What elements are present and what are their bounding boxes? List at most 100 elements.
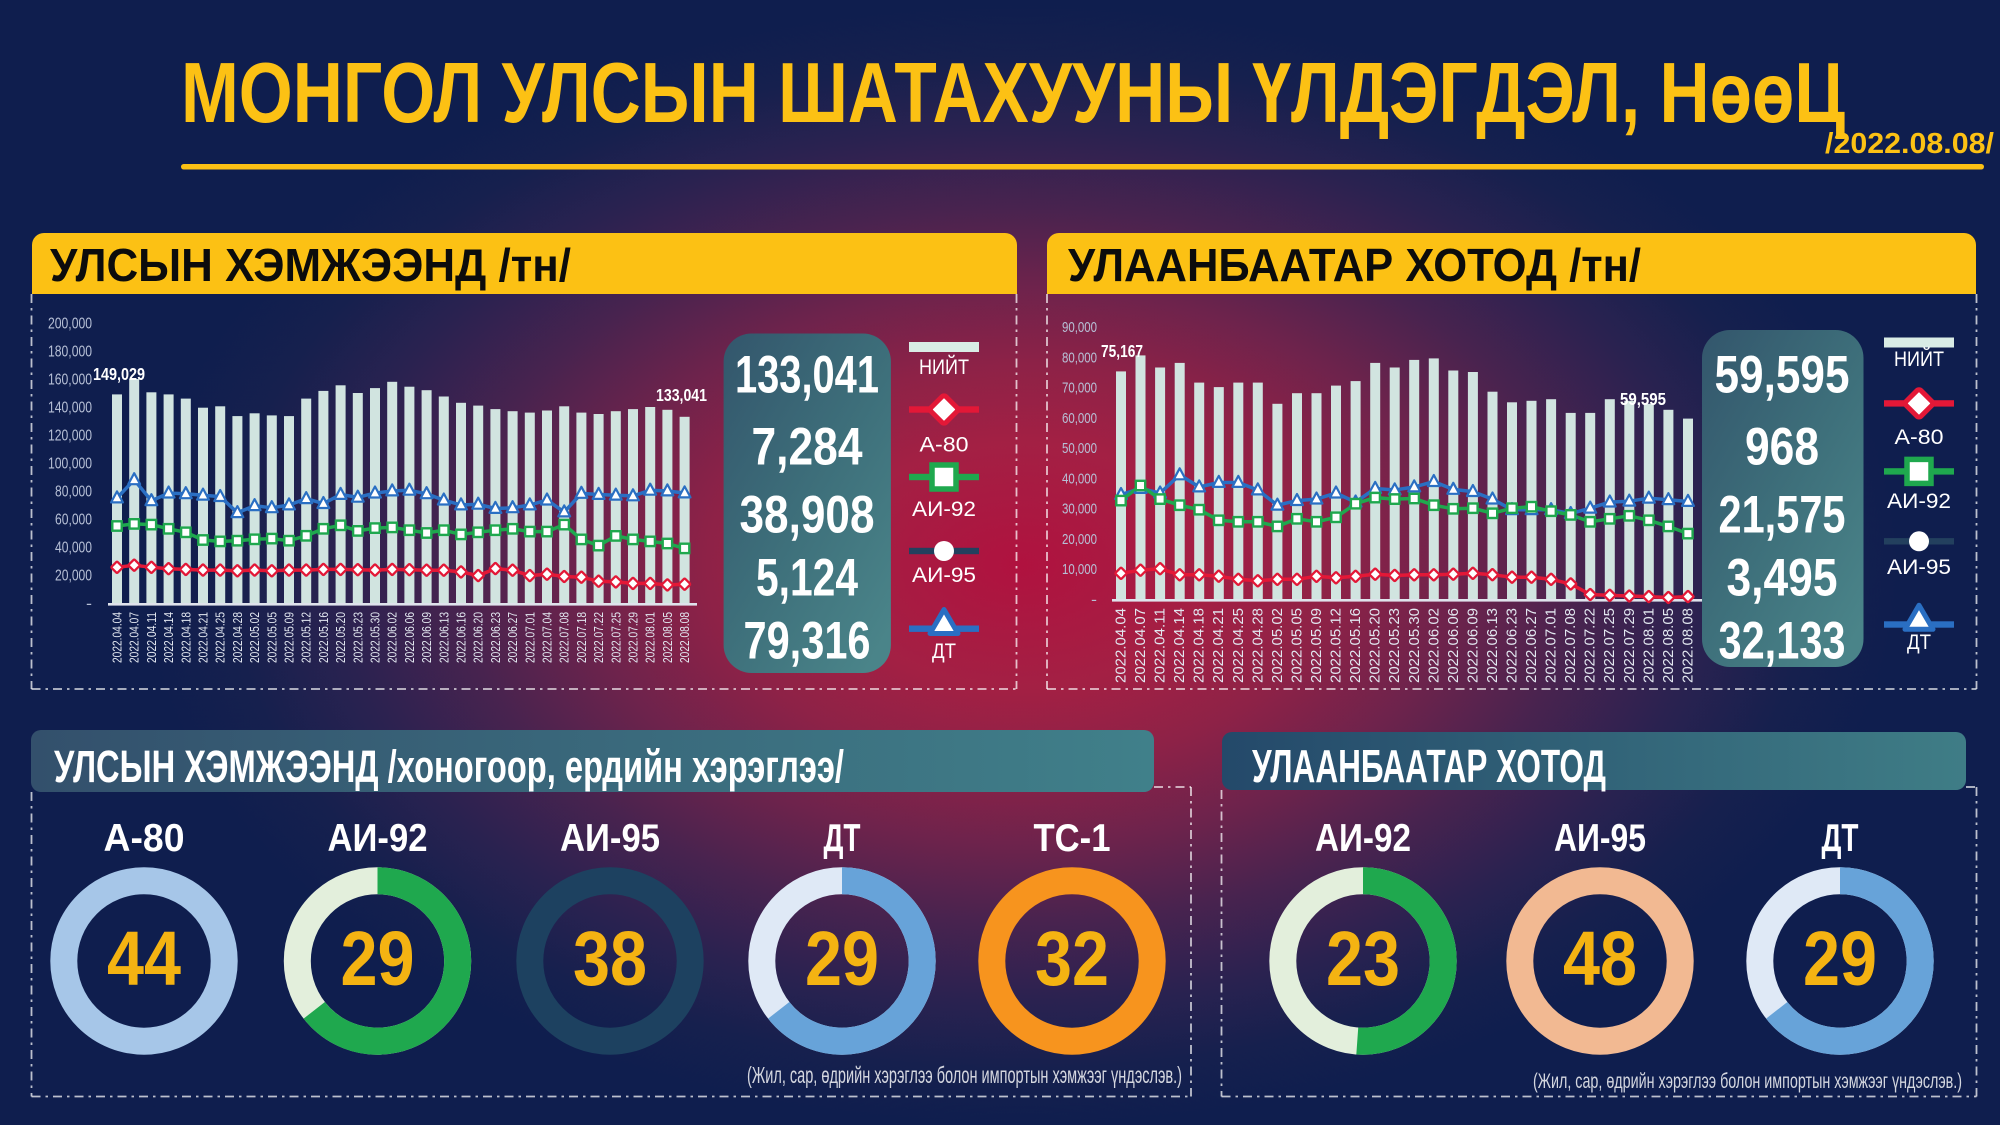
svg-text:60,000: 60,000 [55,512,92,529]
svg-text:2022.06.13: 2022.06.13 [436,612,451,663]
svg-text:48: 48 [1563,916,1637,1002]
svg-text:2022.05.30: 2022.05.30 [1406,608,1423,683]
svg-text:2022.04.21: 2022.04.21 [196,612,211,663]
svg-text:50,000: 50,000 [1062,440,1097,457]
svg-text:2022.07.22: 2022.07.22 [1582,608,1599,683]
svg-text:-: - [1091,592,1097,609]
svg-text:2022.04.11: 2022.04.11 [144,612,159,663]
svg-text:АИ-92: АИ-92 [912,498,976,521]
svg-text:2022.05.16: 2022.05.16 [1347,608,1364,683]
svg-text:38,908: 38,908 [740,486,875,545]
svg-text:40,000: 40,000 [1062,470,1097,487]
svg-text:АИ-92: АИ-92 [1315,817,1411,860]
svg-text:2022.04.25: 2022.04.25 [1230,608,1247,683]
svg-text:30,000: 30,000 [1062,501,1097,518]
svg-text:ДТ: ДТ [932,640,956,663]
svg-text:23: 23 [1326,916,1400,1002]
svg-text:79,316: 79,316 [744,612,871,671]
svg-text:2022.08.01: 2022.08.01 [643,612,658,663]
svg-text:2022.08.08: 2022.08.08 [677,612,692,663]
svg-text:80,000: 80,000 [1062,349,1097,366]
svg-text:АИ-95: АИ-95 [560,817,660,860]
svg-text:МОНГОЛ УЛСЫН ШАТАХУУНЫ ҮЛДЭГДЭ: МОНГОЛ УЛСЫН ШАТАХУУНЫ ҮЛДЭГДЭЛ, НөөЦ [181,46,1845,141]
svg-text:А-80: А-80 [1895,426,1944,449]
svg-text:2022.08.05: 2022.08.05 [660,612,675,663]
svg-text:2022.05.20: 2022.05.20 [333,612,348,663]
svg-text:44: 44 [107,916,181,1002]
svg-text:100,000: 100,000 [48,456,92,473]
svg-text:40,000: 40,000 [55,540,92,557]
svg-text:2022.06.02: 2022.06.02 [385,612,400,663]
svg-text:32,133: 32,133 [1719,612,1846,671]
svg-text:НИЙТ: НИЙТ [919,355,969,379]
svg-text:АИ-95: АИ-95 [1887,556,1951,579]
svg-text:2022.06.06: 2022.06.06 [1445,608,1462,683]
svg-text:2022.07.25: 2022.07.25 [1601,608,1618,683]
svg-text:20,000: 20,000 [55,568,92,585]
svg-text:29: 29 [341,916,415,1002]
svg-text:29: 29 [1803,916,1877,1002]
svg-text:2022.08.05: 2022.08.05 [1660,608,1677,683]
svg-text:2022.07.01: 2022.07.01 [522,612,537,663]
svg-text:10,000: 10,000 [1062,561,1097,578]
svg-text:160,000: 160,000 [48,372,92,389]
svg-text:90,000: 90,000 [1062,319,1097,336]
svg-text:2022.05.16: 2022.05.16 [316,612,331,663]
svg-text:А-80: А-80 [920,434,969,457]
svg-text:2022.07.01: 2022.07.01 [1543,608,1560,683]
svg-text:УЛСЫН ХЭМЖЭЭНД /тн/: УЛСЫН ХЭМЖЭЭНД /тн/ [50,239,571,291]
svg-text:2022.07.04: 2022.07.04 [540,612,555,663]
svg-text:2022.07.29: 2022.07.29 [1621,608,1638,683]
svg-text:149,029: 149,029 [93,364,145,384]
svg-text:2022.06.27: 2022.06.27 [505,612,520,663]
svg-text:2022.05.02: 2022.05.02 [1269,608,1286,683]
svg-text:2022.05.02: 2022.05.02 [247,612,262,663]
svg-text:133,041: 133,041 [735,346,879,405]
svg-text:2022.07.08: 2022.07.08 [557,612,572,663]
svg-text:59,595: 59,595 [1620,389,1666,409]
svg-text:2022.04.25: 2022.04.25 [213,612,228,663]
svg-text:59,595: 59,595 [1715,346,1850,405]
svg-text:2022.05.05: 2022.05.05 [264,612,279,663]
svg-text:АИ-95: АИ-95 [1554,817,1646,860]
svg-text:2022.06.16: 2022.06.16 [454,612,469,663]
svg-text:2022.08.08: 2022.08.08 [1680,608,1697,683]
svg-text:УЛААНБААТАР ХОТОД: УЛААНБААТАР ХОТОД [1252,740,1606,792]
svg-text:2022.07.25: 2022.07.25 [608,612,623,663]
svg-text:2022.06.06: 2022.06.06 [402,612,417,663]
svg-text:2022.04.04: 2022.04.04 [110,612,125,663]
svg-text:3,495: 3,495 [1727,549,1838,608]
svg-text:2022.05.23: 2022.05.23 [1386,608,1403,683]
svg-text:2022.07.08: 2022.07.08 [1562,608,1579,683]
svg-text:140,000: 140,000 [48,400,92,417]
svg-text:2022.04.07: 2022.04.07 [127,612,142,663]
svg-text:2022.05.20: 2022.05.20 [1367,608,1384,683]
svg-text:133,041: 133,041 [656,385,707,405]
svg-text:2022.04.28: 2022.04.28 [230,612,245,663]
svg-text:ДТ: ДТ [1822,817,1859,860]
svg-text:120,000: 120,000 [48,428,92,445]
svg-text:7,284: 7,284 [752,418,863,477]
svg-text:2022.06.02: 2022.06.02 [1425,608,1442,683]
svg-text:2022.04.18: 2022.04.18 [178,612,193,663]
svg-text:2022.04.04: 2022.04.04 [1113,608,1130,683]
svg-text:2022.06.27: 2022.06.27 [1523,608,1540,683]
svg-text:2022.08.01: 2022.08.01 [1640,608,1657,683]
svg-text:УЛСЫН ХЭМЖЭЭНД /хоногоор, ерди: УЛСЫН ХЭМЖЭЭНД /хоногоор, ердийн хэрэглэ… [54,741,844,792]
svg-text:180,000: 180,000 [48,344,92,361]
svg-text:НИЙТ: НИЙТ [1894,347,1944,371]
svg-text:ТС-1: ТС-1 [1034,817,1111,860]
svg-text:АИ-95: АИ-95 [912,564,976,587]
svg-text:2022.07.29: 2022.07.29 [626,612,641,663]
svg-text:2022.04.11: 2022.04.11 [1152,608,1169,683]
svg-text:2022.05.12: 2022.05.12 [299,612,314,663]
svg-text:2022.06.23: 2022.06.23 [488,612,503,663]
svg-text:968: 968 [1745,418,1819,477]
svg-text:2022.04.21: 2022.04.21 [1210,608,1227,683]
svg-text:32: 32 [1035,916,1109,1002]
svg-text:2022.04.18: 2022.04.18 [1191,608,1208,683]
svg-text:60,000: 60,000 [1062,410,1097,427]
svg-text:2022.06.09: 2022.06.09 [419,612,434,663]
svg-text:-: - [86,596,92,613]
svg-text:АИ-92: АИ-92 [1887,490,1951,513]
